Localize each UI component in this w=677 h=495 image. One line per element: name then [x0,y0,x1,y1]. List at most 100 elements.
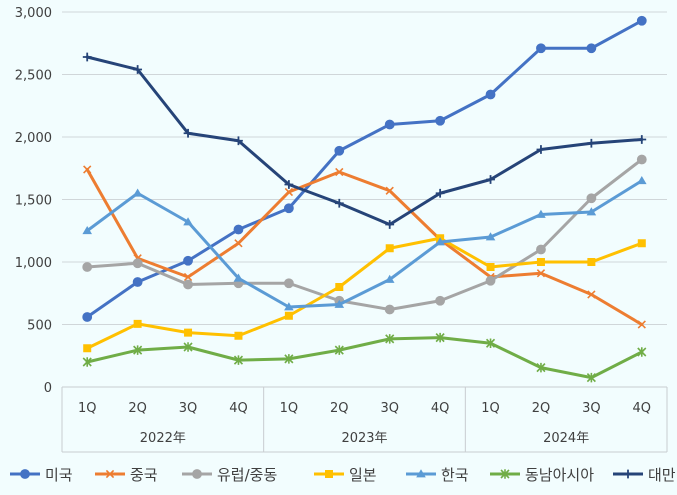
x-tick-label: 2Q [330,401,349,416]
data-point [233,273,244,282]
x-group-label: 2022年 [140,431,186,446]
data-point [384,119,395,130]
data-point [284,311,293,320]
data-point [82,357,92,367]
y-tick-label: 2,000 [15,131,52,146]
legend-item: 미국 [10,466,73,484]
data-point [335,283,344,291]
series-line [85,179,644,309]
x-tick-label: 4Q [431,401,450,416]
data-point [132,277,143,287]
x-group-label: 2023年 [341,431,387,446]
data-point [234,136,243,146]
data-point [637,320,646,329]
data-point [334,345,344,355]
data-point [335,167,344,177]
y-tick-label: 2,500 [15,69,52,84]
x-group-label: 2024年 [543,431,589,446]
series-대만 [82,52,647,229]
data-point [536,145,546,154]
data-point [334,299,345,308]
data-point [184,328,193,337]
data-point [636,175,647,185]
data-point [623,469,633,479]
legend-item: 대만 [613,466,676,484]
data-point [536,258,545,266]
data-point [132,188,143,197]
data-point [334,198,344,208]
data-point [82,225,93,235]
data-point [486,175,495,184]
series-유럽/중동 [82,154,647,315]
x-tick-label: 2Q [128,401,147,416]
data-point [83,165,92,174]
legend-item: 동남아시아 [490,466,594,484]
data-point [82,312,93,322]
series-lines [82,15,647,383]
data-point [183,272,193,282]
data-point [636,15,647,26]
legend-label: 중국 [130,466,158,484]
x-tick-label: 4Q [633,401,652,416]
legend-label: 일본 [349,466,377,484]
data-point [586,372,596,383]
series-한국 [82,175,647,311]
series-line [85,236,644,350]
data-point [536,244,546,255]
x-tick-label: 1Q [78,401,97,416]
y-tick-label: 500 [27,319,52,334]
y-tick-label: 3,000 [15,6,52,21]
y-tick-label: 1,500 [15,194,52,209]
series-동남아시아 [82,332,647,383]
data-point [416,469,426,478]
data-point [587,258,596,266]
legend-label: 한국 [441,466,469,484]
data-point [283,203,294,214]
x-tick-label: 4Q [229,401,248,416]
data-point [283,278,294,289]
data-point [485,338,496,349]
x-tick-label: 3Q [179,401,198,416]
x-tick-label: 3Q [380,401,399,416]
series-line [85,158,644,311]
series-일본 [83,234,646,353]
data-point [385,244,394,253]
x-tick-label: 1Q [481,401,500,416]
series-line [85,55,644,226]
data-point [284,354,294,364]
data-point [83,344,92,353]
y-tick-label: 0 [44,381,52,396]
data-point [234,239,243,248]
data-point [435,115,446,126]
x-tick-label: 2Q [532,401,551,416]
data-point [133,319,142,328]
data-point [183,342,193,352]
y-tick-label: 1,000 [15,256,52,271]
x-tick-label: 3Q [582,401,601,416]
data-point [636,154,647,165]
legend-label: 미국 [45,466,73,484]
legend-label: 동남아시아 [525,466,594,484]
data-point [384,304,395,315]
data-point [284,187,294,197]
data-point [133,65,143,74]
data-point [234,331,243,340]
data-point [536,43,546,54]
data-point [385,220,395,229]
data-point [586,138,596,148]
data-point [485,275,496,286]
series-line [85,19,644,319]
data-point [586,207,597,216]
series-line [85,168,644,326]
data-point [435,295,446,306]
x-tick-label: 1Q [280,401,299,416]
data-point [385,334,395,344]
data-point [20,469,30,479]
legend-label: 대만 [648,466,676,484]
y-axis-ticks: 0 500 1,000 1,500 2,000 2,500 3,000 [15,6,52,396]
data-point [325,470,333,478]
data-point [486,263,495,271]
data-point [500,469,510,479]
data-point [334,145,345,156]
